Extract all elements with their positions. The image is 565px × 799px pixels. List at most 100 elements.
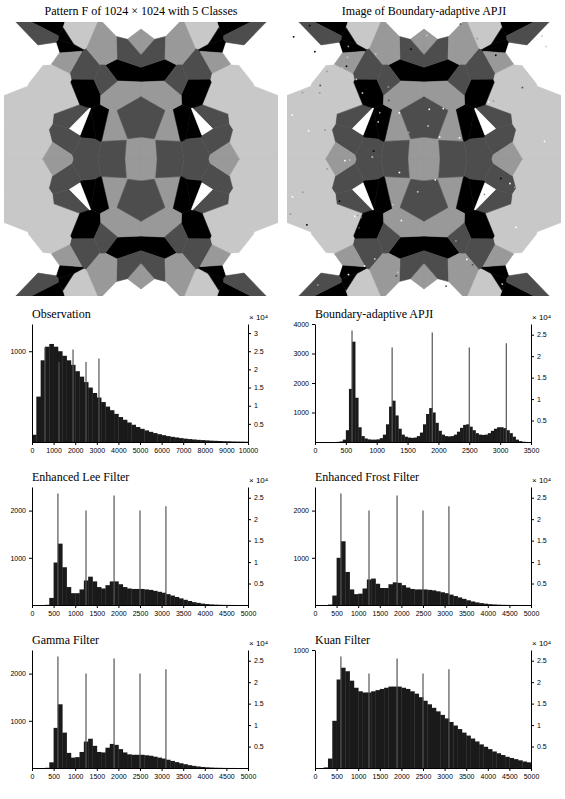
speckle	[410, 48, 412, 50]
pattern-cell	[339, 39, 367, 52]
panel-title: Boundary-adaptive APJI	[315, 307, 433, 321]
pattern-cell	[287, 222, 311, 296]
tick-label: 1000	[68, 773, 84, 780]
histogram-bar	[239, 768, 244, 769]
axis-line	[531, 488, 532, 606]
speckle	[514, 187, 516, 189]
histogram-bar	[41, 605, 46, 606]
speckle	[493, 100, 495, 102]
tick-label: 4000	[198, 773, 214, 780]
tick-label: 2000	[10, 507, 26, 514]
pattern-cell	[507, 273, 550, 296]
tick: 2	[248, 516, 258, 523]
class-line	[98, 358, 99, 442]
tick-mark	[401, 768, 402, 771]
tick-mark	[54, 768, 55, 771]
pattern-cell	[43, 159, 73, 176]
pattern-cell	[69, 183, 90, 210]
tick-label: 2.5	[537, 331, 547, 338]
pattern-cell	[492, 142, 522, 159]
histogram-bar	[239, 605, 244, 606]
tick-label: 4500	[219, 773, 235, 780]
histogram-bar	[449, 595, 454, 605]
histogram-bar	[410, 589, 415, 605]
pattern-cell	[224, 273, 267, 296]
panel-title: Kuan Filter	[315, 633, 370, 647]
histogram-bar	[423, 701, 428, 768]
tick-label: 1000	[293, 409, 309, 416]
pattern-cell	[352, 108, 373, 135]
histogram-bar	[157, 592, 162, 605]
histogram-bar	[218, 441, 223, 442]
histogram-bar	[235, 768, 240, 769]
speckle	[379, 112, 381, 114]
histogram-bar	[226, 604, 231, 605]
speckle	[549, 25, 551, 27]
tick: 0	[31, 768, 35, 780]
histogram-bar	[488, 433, 491, 442]
tick-label: 1.5	[254, 700, 264, 707]
tick-label: 8000	[198, 447, 214, 454]
tick: 1.5	[531, 537, 547, 544]
tick-label: 0	[314, 610, 318, 617]
histogram-bar	[67, 753, 72, 768]
speckle	[500, 178, 502, 180]
histogram-bar	[192, 602, 197, 605]
pattern-cell	[377, 65, 400, 95]
speckle	[459, 137, 461, 139]
speckle	[388, 100, 390, 102]
y2-axis-label: × 10⁴	[249, 639, 269, 648]
histogram-bar	[67, 587, 72, 605]
tick-label: 2	[537, 679, 541, 686]
tick: 2000	[293, 507, 315, 514]
tick: 3500	[459, 605, 475, 617]
tick-mark	[312, 650, 315, 651]
pattern-cell	[125, 137, 141, 159]
tick-label: 2	[254, 366, 258, 373]
histogram-bar	[319, 605, 324, 606]
axis-line	[248, 488, 249, 606]
class-line	[422, 511, 423, 605]
tick: 8000	[198, 442, 214, 454]
tick: 1.5	[248, 384, 264, 391]
speckle	[302, 191, 304, 193]
tick-label: 1500	[90, 610, 106, 617]
class-line	[432, 333, 433, 442]
speckle	[408, 132, 410, 134]
histogram-bar	[442, 435, 445, 442]
pattern-cell	[464, 138, 493, 159]
tick-label: 2000	[10, 670, 26, 677]
histogram-bar	[324, 767, 329, 768]
tick-mark	[75, 768, 76, 771]
histogram-bar	[371, 440, 374, 442]
histogram-bar	[398, 429, 401, 442]
histogram-bar	[231, 767, 236, 768]
tick-label: 1	[254, 722, 258, 729]
speckle	[346, 65, 348, 67]
tick-label: 4000	[481, 610, 497, 617]
panel-title: Enhanced Lee Filter	[32, 470, 129, 484]
tick-mark	[205, 605, 206, 608]
tick: 500	[48, 768, 60, 780]
histogram-bar	[205, 440, 210, 442]
pattern-cell	[4, 222, 28, 296]
tick-mark	[408, 442, 409, 445]
speckle	[487, 109, 489, 111]
speckle	[445, 285, 447, 287]
histogram-bar	[149, 432, 154, 442]
tick-label: 0.5	[537, 417, 547, 424]
speckle	[292, 196, 294, 198]
tick-label: 1.5	[254, 384, 264, 391]
histogram-bar	[49, 762, 54, 768]
y2-axis: 0.511.522.5	[531, 488, 547, 606]
pattern-cell	[326, 142, 356, 159]
pattern-cell	[408, 159, 424, 181]
pattern-cell	[448, 22, 478, 65]
tick-label: 1	[254, 402, 258, 409]
tick-label: 2500	[416, 610, 432, 617]
tick-mark	[358, 605, 359, 608]
tick-mark	[54, 442, 55, 445]
tick-mark	[248, 541, 251, 542]
tick-label: 5000	[524, 610, 540, 617]
histogram-bar	[528, 442, 531, 443]
